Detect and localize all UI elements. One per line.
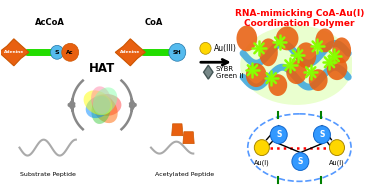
Polygon shape bbox=[172, 124, 183, 136]
Polygon shape bbox=[183, 132, 194, 144]
Text: Substrate Peptide: Substrate Peptide bbox=[20, 172, 76, 177]
Polygon shape bbox=[203, 65, 213, 79]
Text: Acetylated Peptide: Acetylated Peptide bbox=[155, 172, 214, 177]
Circle shape bbox=[169, 43, 186, 61]
Text: Au(I): Au(I) bbox=[254, 159, 270, 166]
Polygon shape bbox=[0, 39, 29, 66]
Circle shape bbox=[270, 126, 287, 144]
Text: RNA-mimicking CoA-Au(I)
Coordination Polymer: RNA-mimicking CoA-Au(I) Coordination Pol… bbox=[235, 9, 364, 28]
Text: HAT: HAT bbox=[89, 62, 115, 75]
Text: SH: SH bbox=[173, 50, 182, 55]
Ellipse shape bbox=[91, 86, 111, 114]
Circle shape bbox=[329, 140, 344, 156]
Ellipse shape bbox=[236, 26, 257, 51]
Text: SYBR
Green II: SYBR Green II bbox=[216, 66, 243, 79]
Circle shape bbox=[313, 126, 330, 144]
Polygon shape bbox=[115, 39, 145, 66]
Ellipse shape bbox=[296, 42, 316, 68]
Ellipse shape bbox=[276, 26, 298, 50]
Ellipse shape bbox=[92, 96, 111, 124]
Text: S: S bbox=[298, 157, 303, 166]
Ellipse shape bbox=[92, 94, 118, 123]
Ellipse shape bbox=[309, 69, 328, 91]
Circle shape bbox=[62, 43, 79, 61]
Circle shape bbox=[254, 140, 269, 156]
Circle shape bbox=[292, 153, 309, 170]
Text: Adenine: Adenine bbox=[120, 50, 141, 54]
Ellipse shape bbox=[86, 96, 110, 118]
Ellipse shape bbox=[83, 90, 112, 115]
Ellipse shape bbox=[240, 26, 353, 105]
Text: AcCoA: AcCoA bbox=[35, 18, 64, 27]
Text: S: S bbox=[55, 50, 59, 55]
Ellipse shape bbox=[92, 94, 122, 116]
Ellipse shape bbox=[327, 56, 347, 80]
Text: S: S bbox=[276, 130, 281, 139]
Ellipse shape bbox=[269, 74, 287, 96]
Ellipse shape bbox=[93, 87, 117, 115]
Text: CoA: CoA bbox=[145, 18, 163, 27]
Ellipse shape bbox=[315, 29, 334, 52]
Ellipse shape bbox=[286, 60, 307, 84]
Text: Au(I): Au(I) bbox=[329, 159, 345, 166]
Text: S: S bbox=[319, 130, 325, 139]
Ellipse shape bbox=[259, 38, 278, 66]
Text: Au(III): Au(III) bbox=[214, 44, 237, 53]
Ellipse shape bbox=[246, 63, 267, 87]
Circle shape bbox=[50, 45, 64, 59]
Circle shape bbox=[200, 42, 211, 54]
Text: Ac: Ac bbox=[67, 50, 74, 55]
Ellipse shape bbox=[332, 37, 351, 63]
Text: Adenine: Adenine bbox=[4, 50, 24, 54]
